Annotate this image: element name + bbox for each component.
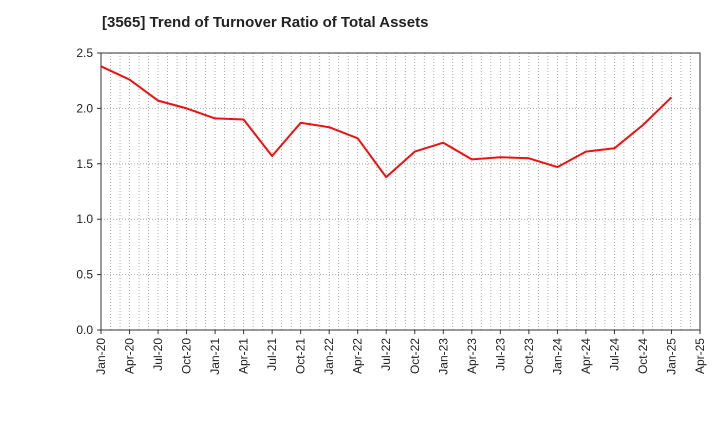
x-tick-label: Jul-20 (151, 338, 165, 371)
x-tick-label: Jan-22 (322, 338, 336, 375)
x-tick-label: Apr-20 (123, 338, 137, 374)
x-tick-label: Jan-21 (208, 338, 222, 375)
x-tick-label: Oct-20 (180, 338, 194, 374)
x-tick-label: Jan-25 (664, 338, 678, 375)
x-tick-label: Oct-23 (522, 338, 536, 374)
y-tick-label: 0.5 (76, 268, 93, 282)
x-tick-label: Apr-24 (579, 338, 593, 374)
x-tick-label: Jan-24 (550, 338, 564, 375)
x-tick-label: Oct-21 (294, 338, 308, 374)
x-tick-label: Jul-24 (607, 338, 621, 371)
plot-frame (101, 53, 700, 330)
y-tick-label: 1.0 (76, 212, 93, 226)
x-tick-label: Apr-23 (465, 338, 479, 374)
x-tick-label: Apr-25 (693, 338, 707, 374)
x-tick-label: Apr-21 (237, 338, 251, 374)
x-tick-label: Jul-23 (493, 338, 507, 371)
y-tick-label: 2.0 (76, 101, 93, 115)
x-tick-label: Jan-23 (436, 338, 450, 375)
x-tick-label: Jul-21 (265, 338, 279, 371)
y-tick-label: 2.5 (76, 46, 93, 60)
series-line (101, 66, 672, 177)
x-tick-label: Oct-24 (636, 338, 650, 374)
x-tick-label: Apr-22 (351, 338, 365, 374)
chart-title: [3565] Trend of Turnover Ratio of Total … (102, 14, 428, 31)
y-tick-label: 0.0 (76, 323, 93, 337)
x-tick-label: Jul-22 (379, 338, 393, 371)
x-tick-label: Oct-22 (408, 338, 422, 374)
x-tick-label: Jan-20 (94, 338, 108, 375)
y-tick-label: 1.5 (76, 157, 93, 171)
